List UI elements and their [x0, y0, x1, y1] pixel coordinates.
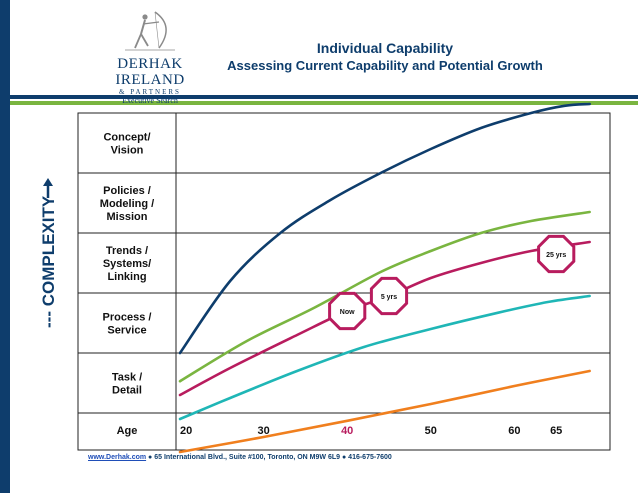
- footer-separator: ●: [341, 454, 349, 461]
- row-label: Trends / Systems/Linking: [103, 245, 151, 283]
- page-title: Individual Capability: [316, 40, 454, 56]
- complexity-axis-label: --- COMPLEXITY: [39, 178, 58, 328]
- company-logo: DERHAK IRELAND & PARTNERS Executive Sear…: [90, 8, 210, 105]
- series-line-1: [178, 102, 591, 355]
- series-line-3: [178, 240, 591, 397]
- footer-address: 65 International Blvd., Suite #100, Toro…: [154, 454, 341, 461]
- x-tick-label: 20: [180, 425, 192, 437]
- page-subtitle: Assessing Current Capability and Potenti…: [227, 58, 543, 73]
- annotation-label: Now: [340, 309, 355, 316]
- age-label: Age: [117, 425, 138, 437]
- annotation-label: 5 yrs: [381, 294, 397, 301]
- logo-name: DERHAK IRELAND: [115, 56, 185, 88]
- annotation-octagon: [537, 234, 576, 274]
- chart-grid: Concept/Vision Policies / Modeling / Missio…: [77, 112, 611, 451]
- x-tick-label: 50: [425, 425, 437, 437]
- chart-frame: [77, 112, 611, 451]
- row-label: Task / Detail: [112, 372, 142, 397]
- footer-phone: 416-675-7600: [348, 454, 392, 461]
- logo-tagline: Executive Search: [122, 96, 178, 105]
- header-title-block: Individual Capability Assessing Current …: [210, 40, 560, 74]
- footer-separator: ●: [148, 454, 155, 461]
- footer: www.Derhak.com ● 65 International Blvd.,…: [88, 454, 392, 461]
- row-label: Policies / Modeling / Mission: [100, 185, 154, 223]
- left-accent-bar: [0, 0, 10, 493]
- arrow-up-icon: [43, 178, 53, 198]
- x-tick-label: 65: [550, 425, 562, 437]
- annotations: Now 5 yrs 25 yrs: [328, 234, 576, 331]
- logo-partners: & PARTNERS: [119, 88, 181, 96]
- archer-logo-icon: [125, 11, 175, 51]
- header-stripe-green: [10, 101, 638, 105]
- series-line-5: [178, 369, 591, 454]
- annotation-octagon: [328, 291, 367, 331]
- complexity-text: --- COMPLEXITY: [39, 195, 58, 328]
- annotation-label: 25 yrs: [546, 252, 566, 259]
- series-line-4: [178, 294, 591, 421]
- website-link[interactable]: www.Derhak.com: [88, 454, 147, 461]
- x-tick-label: 30: [257, 425, 269, 437]
- header-stripe-blue: [10, 95, 638, 99]
- annotation-octagon: [369, 276, 409, 316]
- row-label: Concept/Vision: [103, 132, 150, 157]
- series-line-2: [178, 210, 591, 383]
- x-tick-label: 60: [508, 425, 520, 437]
- x-tick-label: 40: [341, 425, 353, 437]
- row-label: Process / Service: [103, 312, 152, 337]
